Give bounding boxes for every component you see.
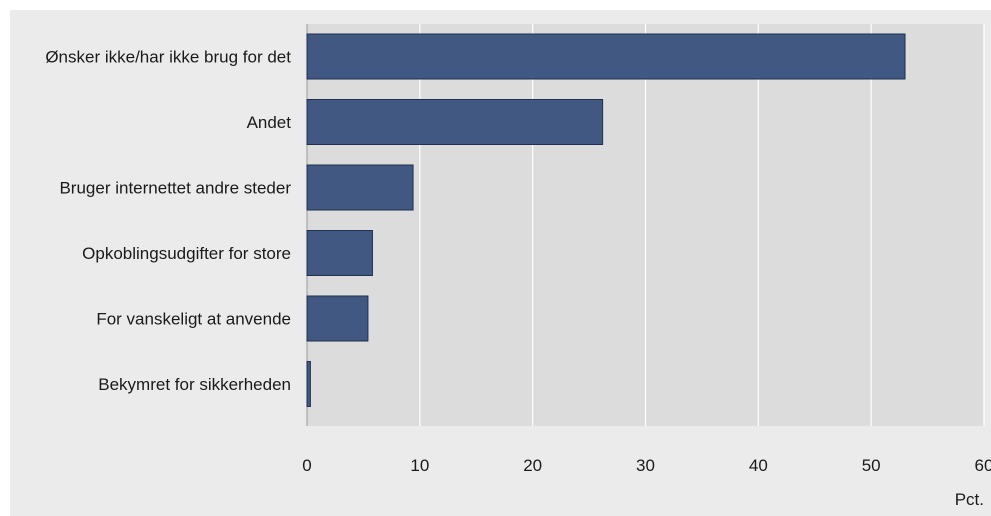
category-labels: Ønsker ikke/har ikke brug for det Andet Br… [45,48,291,395]
gridlines [306,24,985,426]
x-tick-labels: 0 10 20 30 40 50 60 [302,456,991,475]
x-tick-label: 10 [410,456,429,475]
bar [306,33,906,80]
category-label: Ønsker ikke/har ikke brug for det [45,48,291,67]
bars [306,33,906,407]
bar [306,99,604,145]
x-tick-label: 0 [302,456,311,475]
bar [306,164,414,211]
bar [306,295,369,342]
bar [306,361,311,407]
x-tick-label: 30 [636,456,655,475]
x-axis-unit-label: Pct. [955,490,984,509]
x-tick-label: 60 [975,456,991,475]
category-label: Bekymret for sikkerheden [98,375,291,394]
bar [306,230,373,276]
category-label: Opkoblingsudgifter for store [82,244,291,263]
category-label: Bruger internettet andre steder [59,179,291,198]
x-tick-label: 20 [523,456,542,475]
category-label: Andet [247,113,292,132]
x-tick-label: 40 [749,456,768,475]
category-label: For vanskeligt at anvende [96,310,291,329]
x-tick-label: 50 [862,456,881,475]
